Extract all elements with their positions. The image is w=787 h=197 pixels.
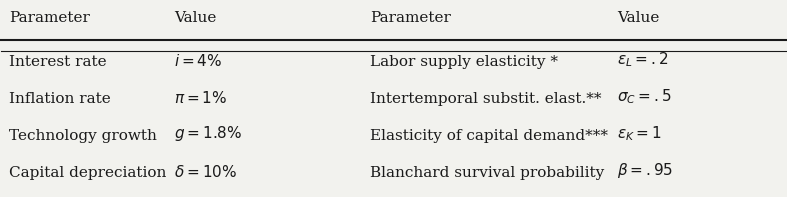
- Text: Intertemporal substit. elast.**: Intertemporal substit. elast.**: [370, 92, 601, 106]
- Text: Value: Value: [617, 11, 660, 25]
- Text: Technology growth: Technology growth: [9, 129, 157, 143]
- Text: Value: Value: [174, 11, 216, 25]
- Text: $i = 4\%$: $i = 4\%$: [174, 53, 222, 69]
- Text: Elasticity of capital demand***: Elasticity of capital demand***: [370, 129, 608, 143]
- Text: $\epsilon_K = 1$: $\epsilon_K = 1$: [617, 125, 662, 143]
- Text: $g = 1.8\%$: $g = 1.8\%$: [174, 124, 242, 143]
- Text: Interest rate: Interest rate: [9, 55, 107, 69]
- Text: $\sigma_C = .5$: $\sigma_C = .5$: [617, 88, 671, 106]
- Text: $\epsilon_L = .2$: $\epsilon_L = .2$: [617, 51, 668, 69]
- Text: Parameter: Parameter: [370, 11, 451, 25]
- Text: Capital depreciation: Capital depreciation: [9, 166, 167, 180]
- Text: $\beta = .95$: $\beta = .95$: [617, 161, 674, 180]
- Text: $\delta = 10\%$: $\delta = 10\%$: [174, 164, 237, 180]
- Text: $\pi = 1\%$: $\pi = 1\%$: [174, 90, 227, 106]
- Text: Parameter: Parameter: [9, 11, 90, 25]
- Text: Blanchard survival probability: Blanchard survival probability: [370, 166, 604, 180]
- Text: Labor supply elasticity *: Labor supply elasticity *: [370, 55, 558, 69]
- Text: Inflation rate: Inflation rate: [9, 92, 111, 106]
